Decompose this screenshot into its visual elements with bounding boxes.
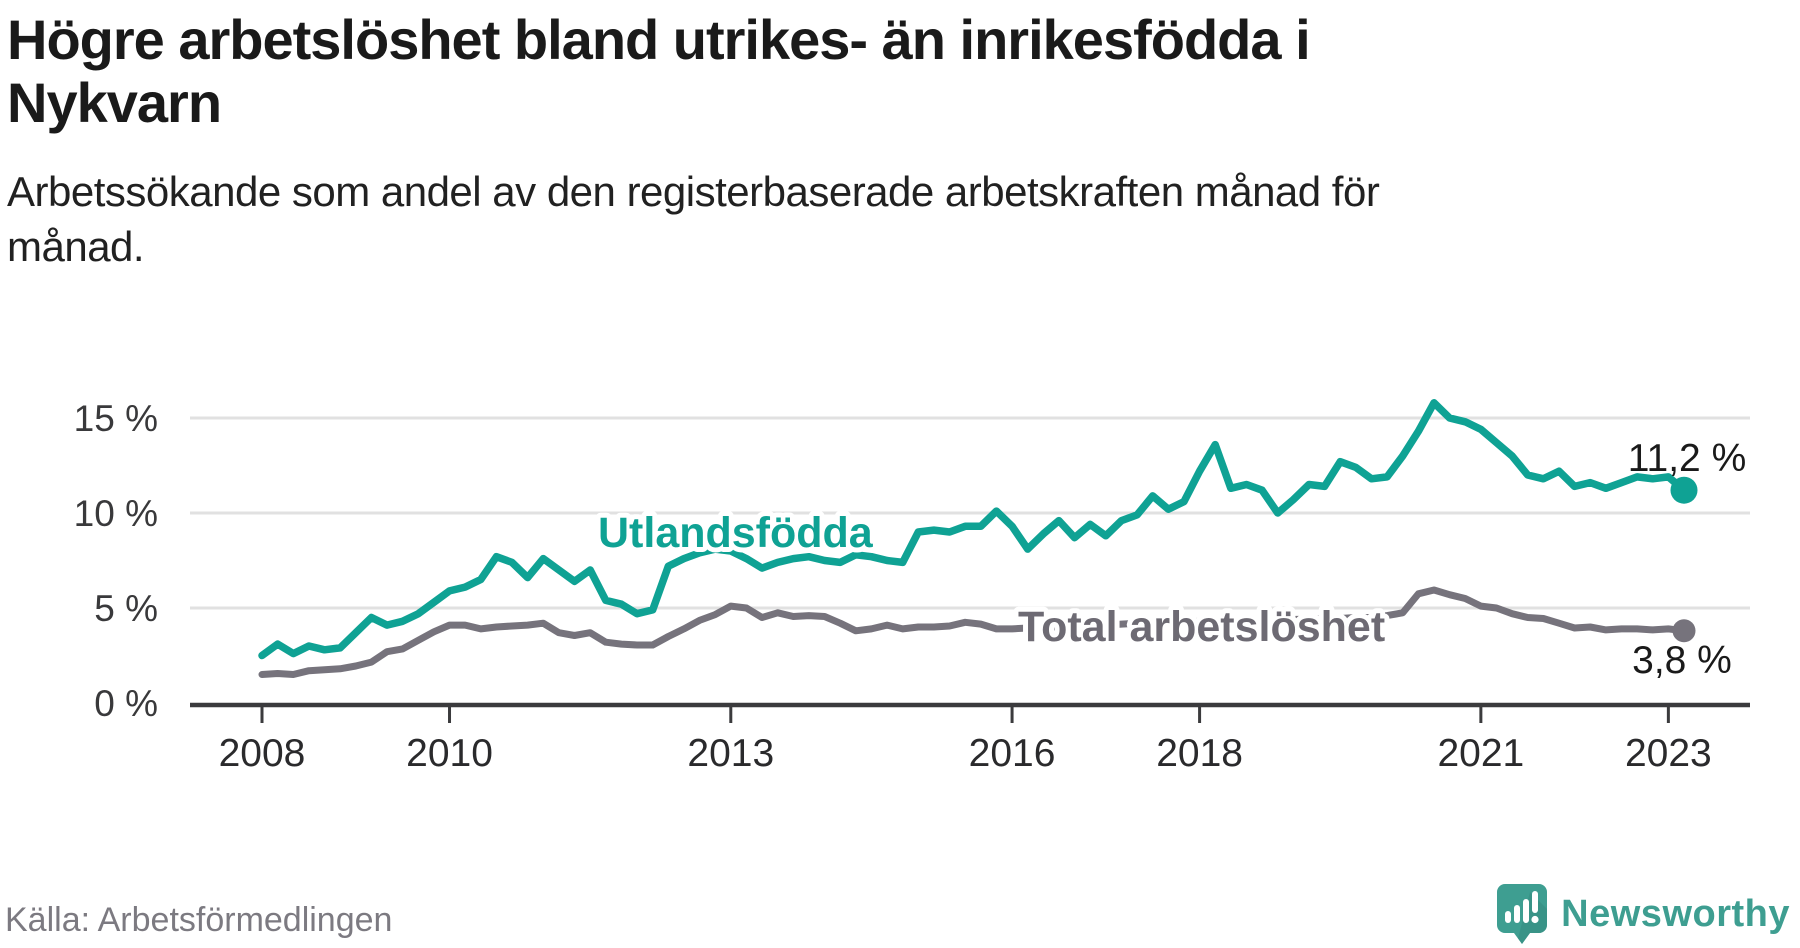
- page-title-line2: Nykvarn: [7, 71, 222, 135]
- total-arbetsloshet-series-label: Total arbetslöshet: [1018, 603, 1385, 651]
- y-tick-label-5: 5 %: [94, 588, 158, 629]
- x-tick-label-2013: 2013: [687, 732, 774, 775]
- page-subtitle: Arbetssökande som andel av den registerb…: [7, 165, 1607, 274]
- source-note: Källa: Arbetsförmedlingen: [5, 901, 393, 939]
- brand-logo: Newsworthy: [1497, 884, 1790, 944]
- x-tick-label-2021: 2021: [1437, 732, 1524, 775]
- page-title-line1: Högre arbetslöshet bland utrikes- än inr…: [7, 8, 1311, 71]
- x-tick-label-2008: 2008: [219, 732, 306, 775]
- x-tick-label-2018: 2018: [1156, 732, 1243, 775]
- total-arbetsloshet-line: [258, 586, 1688, 678]
- total-arbetsloshet-value-label: 3,8 %: [1632, 639, 1732, 682]
- utlandsfodda-value-label: 11,2 %: [1628, 437, 1747, 480]
- brand-name: Newsworthy: [1561, 892, 1790, 935]
- utlandsfodda-line: [258, 399, 1688, 660]
- newsworthy-marker-icon: [1497, 884, 1548, 944]
- utlandsfodda-series-label: Utlandsfödda: [598, 509, 874, 557]
- y-tick-label-15: 15 %: [74, 398, 158, 439]
- page-title: Högre arbetslöshet bland utrikes- än inr…: [7, 8, 1727, 135]
- page-subtitle-line1: Arbetssökande som andel av den registerb…: [7, 168, 1380, 215]
- total-arbetsloshet-end-dot: [1672, 619, 1696, 643]
- y-tick-label-10: 10 %: [74, 493, 158, 534]
- x-tick-label-2016: 2016: [969, 732, 1056, 775]
- x-tick-label-2010: 2010: [406, 732, 493, 775]
- x-tick-label-2023: 2023: [1625, 732, 1712, 775]
- utlandsfodda-end-dot: [1670, 476, 1698, 504]
- page-subtitle-line2: månad.: [7, 222, 145, 270]
- y-tick-label-0: 0 %: [94, 683, 158, 724]
